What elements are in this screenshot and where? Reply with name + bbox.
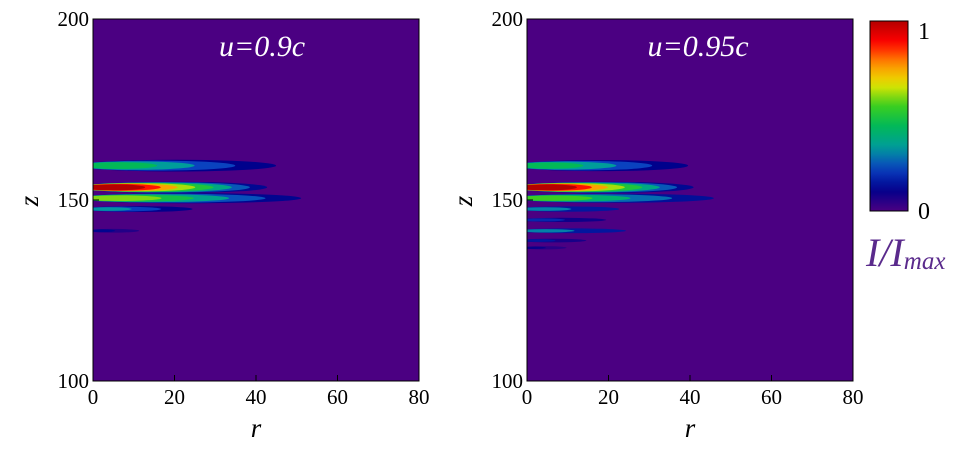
panel-annotation: u=0.95c — [647, 30, 748, 63]
x-tick-label: 20 — [164, 385, 185, 409]
x-tick-label: 40 — [246, 385, 267, 409]
intensity-band-1-level-8 — [93, 184, 146, 191]
colorbar-title: I/Imax — [865, 230, 945, 275]
colorbar: 1 0 I/Imax — [865, 19, 945, 275]
x-axis-label: r — [685, 413, 696, 443]
y-tick-label: 200 — [58, 7, 90, 31]
intensity-bands — [527, 160, 714, 250]
intensity-band-3-level-3 — [93, 207, 132, 211]
x-tick-label: 0 — [88, 385, 99, 409]
y-tick-label: 150 — [492, 188, 524, 212]
y-tick-label: 200 — [492, 7, 524, 31]
x-tick-label: 80 — [843, 385, 864, 409]
intensity-band-4-level-2 — [93, 229, 116, 233]
axis-ticks: 0 20 40 60 80 100 150 200 — [492, 7, 864, 409]
y-tick-label: 150 — [58, 188, 90, 212]
colorbar-max-label: 1 — [918, 19, 930, 45]
x-tick-label: 60 — [327, 385, 348, 409]
x-tick-label: 20 — [598, 385, 619, 409]
intensity-band-4-level-2 — [527, 218, 566, 222]
x-tick-label: 0 — [522, 385, 533, 409]
y-axis-label: z — [448, 195, 478, 207]
axis-ticks: 0 20 40 60 80 100 150 200 — [58, 7, 430, 409]
colorbar-gradient — [869, 20, 909, 212]
intensity-band-6-level-2 — [527, 239, 556, 242]
panel-annotation: u=0.9c — [219, 30, 305, 63]
y-axis-label: z — [14, 195, 44, 207]
intensity-band-2-level-4 — [527, 195, 593, 201]
x-tick-label: 40 — [680, 385, 701, 409]
y-tick-label: 100 — [58, 369, 90, 393]
x-tick-label: 60 — [761, 385, 782, 409]
x-axis-label: r — [251, 413, 262, 443]
intensity-band-0-level-4 — [93, 162, 158, 169]
intensity-band-2-level-5 — [93, 195, 162, 202]
intensity-band-0-level-4 — [527, 162, 584, 169]
colorbar-min-label: 0 — [918, 199, 930, 225]
intensity-band-1-level-8 — [527, 184, 577, 191]
intensity-band-5-level-2 — [527, 229, 575, 233]
y-tick-label: 100 — [492, 369, 524, 393]
intensity-band-3-level-2 — [527, 207, 572, 211]
intensity-bands — [93, 159, 302, 233]
intensity-band-7-level-2 — [527, 246, 547, 249]
heatmap-panel-u09c: 0 20 40 60 80 100 150 200 u=0.9c r z — [14, 7, 430, 443]
colorbar-title-main: I/I — [865, 230, 905, 275]
heatmap-panel-u095c: 0 20 40 60 80 100 150 200 u=0.95c r z — [448, 7, 864, 443]
colorbar-title-sub: max — [904, 248, 946, 275]
x-tick-label: 80 — [409, 385, 430, 409]
